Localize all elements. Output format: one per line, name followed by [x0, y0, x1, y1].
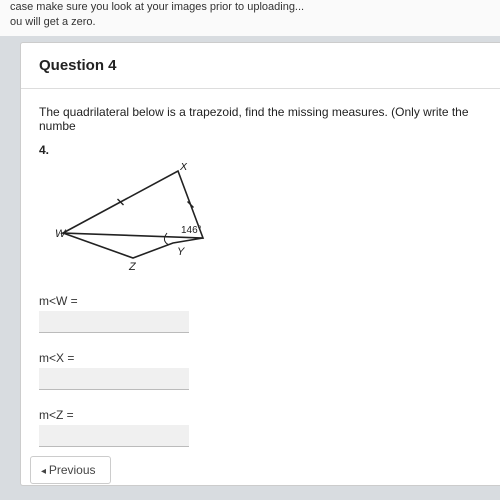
- previous-button[interactable]: Previous: [30, 456, 111, 484]
- instruction-line-2: ou will get a zero.: [10, 15, 490, 30]
- question-header: Question 4: [21, 43, 500, 89]
- question-item-number: 4.: [39, 143, 482, 157]
- answer-input-z[interactable]: [39, 425, 189, 447]
- answer-label-w: m<W =: [39, 294, 482, 308]
- answer-input-x[interactable]: [39, 368, 189, 390]
- svg-text:X: X: [179, 163, 188, 173]
- question-prompt: The quadrilateral below is a trapezoid, …: [39, 105, 482, 133]
- answer-row-w: m<W =: [39, 294, 482, 333]
- answer-row-x: m<X =: [39, 351, 482, 390]
- answer-row-z: m<Z =: [39, 408, 482, 447]
- instructions-fragment: case make sure you look at your images p…: [0, 0, 500, 36]
- instruction-line-1: case make sure you look at your images p…: [10, 0, 490, 15]
- svg-text:146°: 146°: [181, 225, 202, 236]
- geometry-svg: W X Y Z 146°: [53, 163, 233, 273]
- answer-input-w[interactable]: [39, 311, 189, 333]
- svg-text:W: W: [55, 228, 67, 240]
- question-body: The quadrilateral below is a trapezoid, …: [21, 89, 500, 485]
- trapezoid-diagram: W X Y Z 146°: [53, 163, 482, 276]
- svg-text:Z: Z: [128, 261, 137, 273]
- svg-text:Y: Y: [177, 246, 185, 258]
- answer-label-x: m<X =: [39, 351, 482, 365]
- question-card: Question 4 The quadrilateral below is a …: [20, 42, 500, 486]
- answer-label-z: m<Z =: [39, 408, 482, 422]
